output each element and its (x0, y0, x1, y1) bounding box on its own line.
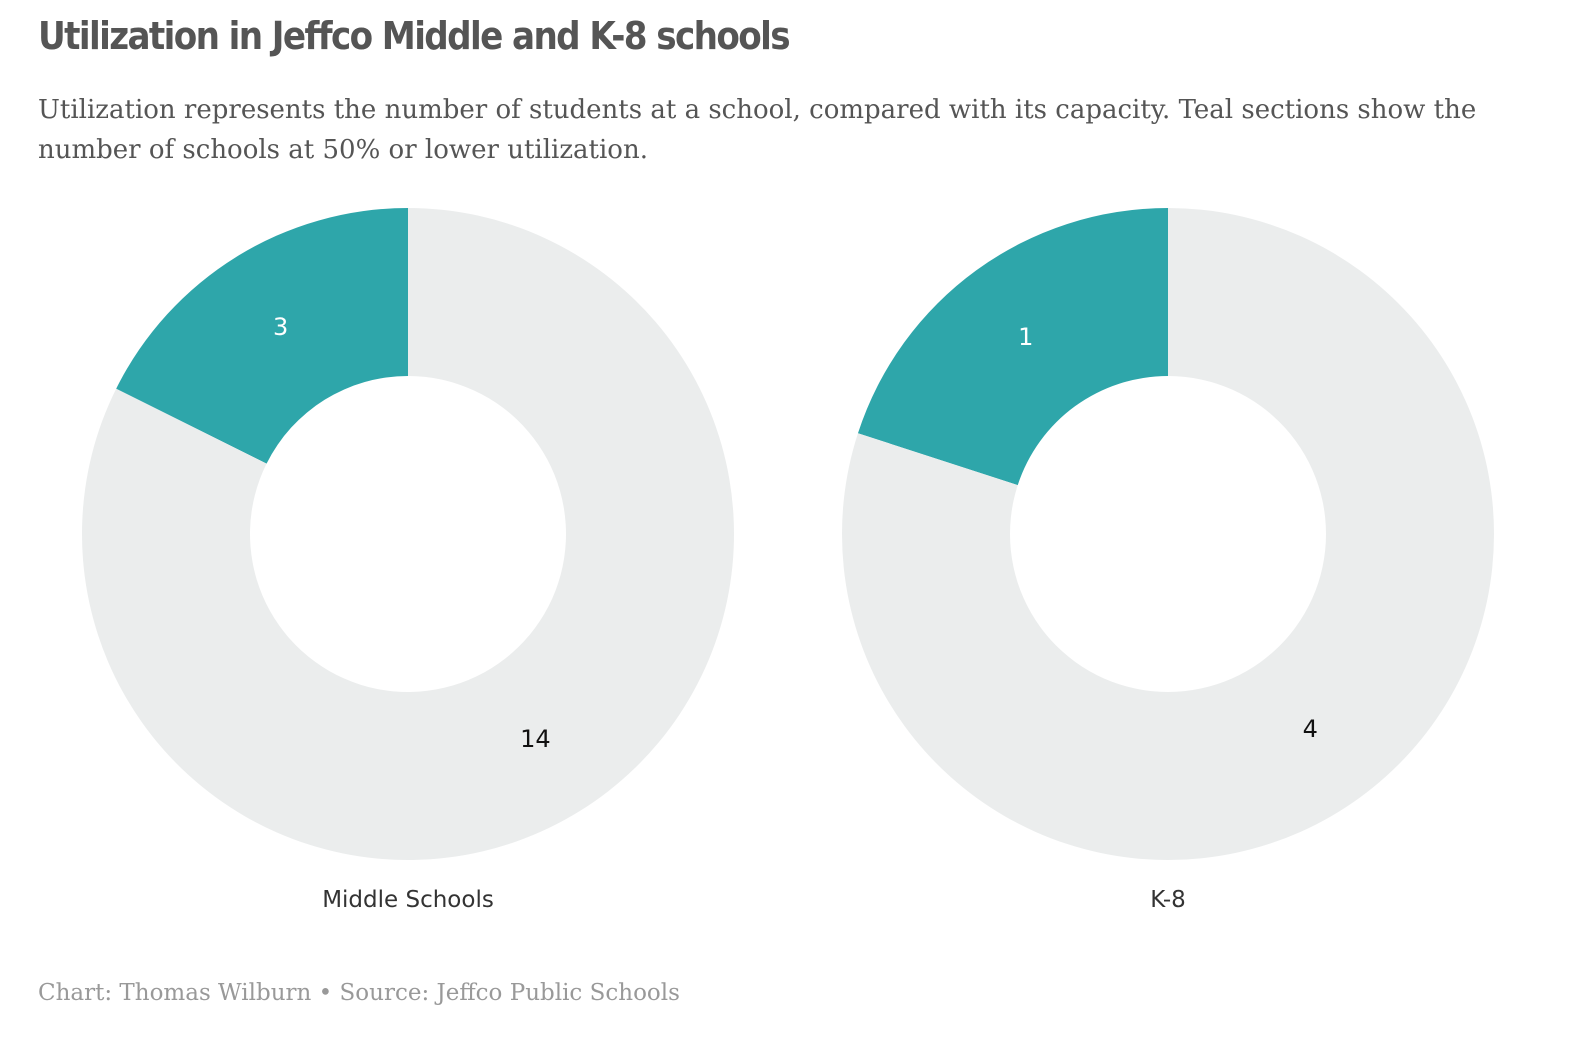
donut-caption-k8: K-8 (1150, 887, 1186, 913)
donut-caption-middle-schools: Middle Schools (322, 887, 494, 913)
donut-slice-low-utilization (116, 208, 409, 464)
chart-title: Utilization in Jeffco Middle and K-8 sch… (38, 14, 791, 58)
donut-slice-high-utilization (82, 207, 735, 861)
slice-value-label: 14 (520, 725, 551, 753)
donut-chart-k8: 1 4 K-8 (841, 207, 1494, 913)
donut-slice-high-utilization (841, 207, 1494, 860)
slice-value-label: 3 (273, 313, 288, 341)
chart-credit: Chart: Thomas Wilburn • Source: Jeffco P… (38, 980, 680, 1006)
slice-value-label: 1 (1018, 323, 1033, 351)
donut-slice-low-utilization (857, 208, 1168, 486)
chart-subtitle: Utilization represents the number of stu… (38, 95, 1477, 165)
slice-value-label: 4 (1303, 715, 1318, 743)
donut-chart-middle-schools: 3 14 Middle Schools (82, 207, 735, 913)
